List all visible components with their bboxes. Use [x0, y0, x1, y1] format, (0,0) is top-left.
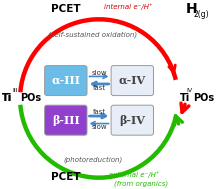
- FancyBboxPatch shape: [45, 66, 87, 96]
- Text: β-IV: β-IV: [119, 115, 145, 126]
- Text: POs: POs: [194, 94, 215, 104]
- Text: (photoreduction): (photoreduction): [63, 156, 123, 163]
- Text: internal e⁻/H⁺: internal e⁻/H⁺: [104, 4, 153, 10]
- Text: α-IV: α-IV: [119, 75, 146, 86]
- Text: PCET: PCET: [51, 172, 81, 182]
- Text: III: III: [12, 88, 18, 92]
- FancyBboxPatch shape: [45, 105, 87, 135]
- Text: external e⁻/H⁺: external e⁻/H⁺: [109, 171, 160, 178]
- Text: IV: IV: [187, 88, 193, 92]
- Text: Ti: Ti: [180, 94, 190, 104]
- Text: (from organics): (from organics): [114, 180, 168, 187]
- Text: H: H: [185, 2, 197, 16]
- Text: fast: fast: [92, 109, 106, 115]
- Text: POs: POs: [20, 94, 41, 104]
- Text: slow: slow: [91, 124, 107, 130]
- Text: α-III: α-III: [51, 75, 80, 86]
- Text: Ti: Ti: [2, 94, 12, 104]
- Text: β-III: β-III: [52, 115, 80, 126]
- Text: PCET: PCET: [51, 4, 81, 14]
- Text: 2(g): 2(g): [194, 10, 209, 19]
- Text: (self-sustained oxidation): (self-sustained oxidation): [48, 31, 137, 38]
- Text: slow: slow: [91, 70, 107, 76]
- FancyBboxPatch shape: [111, 105, 153, 135]
- Text: fast: fast: [92, 85, 106, 91]
- FancyBboxPatch shape: [111, 66, 153, 96]
- Text: Ti: Ti: [2, 94, 12, 104]
